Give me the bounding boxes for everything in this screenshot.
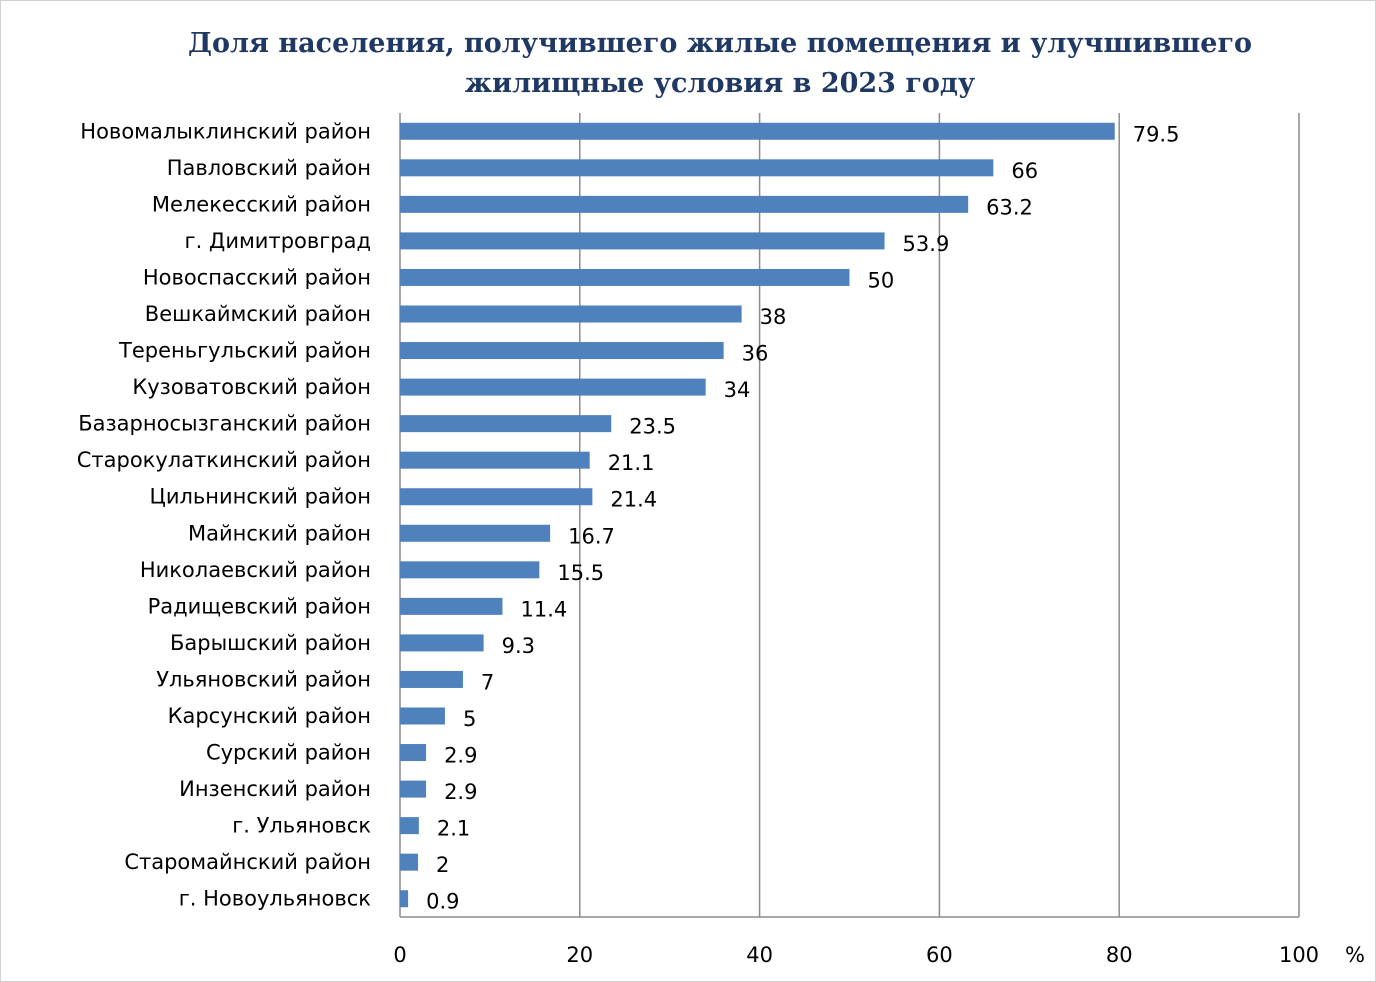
category-label: Павловский район — [167, 156, 371, 180]
category-label: Старокулаткинский район — [77, 448, 371, 472]
chart-title-line-1: Доля населения, получившего жилые помеще… — [187, 28, 1253, 59]
bar — [400, 744, 427, 762]
data-label: 50 — [868, 268, 895, 292]
category-label: Базарносызганский район — [78, 412, 371, 436]
data-label: 21.4 — [610, 488, 657, 512]
bar — [400, 780, 427, 798]
bar — [400, 268, 850, 286]
value-labels: 79.5 66 63.2 53.9 50 38 36 34 23.5 21.1 21.4 16.7 15… — [426, 122, 1179, 913]
bar — [400, 451, 590, 469]
data-label: 63.2 — [986, 195, 1033, 219]
x-tick-label: 80 — [1106, 943, 1133, 967]
bar — [400, 817, 419, 835]
category-label: Цильнинский район — [150, 485, 371, 509]
data-label: 2.9 — [444, 780, 477, 804]
bar — [400, 524, 551, 542]
category-label: Инзенский район — [179, 777, 371, 801]
data-label: 2.9 — [444, 744, 477, 768]
bars — [400, 122, 1115, 908]
category-label: Мелекесский район — [152, 192, 371, 216]
x-axis-ticks: 0 20 40 60 80 100 — [393, 943, 1319, 967]
bar — [400, 707, 445, 725]
bar — [400, 670, 463, 688]
bar — [400, 597, 503, 615]
category-label: Ульяновский район — [156, 667, 371, 691]
x-tick-label: 0 — [393, 943, 406, 967]
bar — [400, 122, 1115, 140]
bar — [400, 159, 994, 177]
data-label: 2 — [436, 853, 449, 877]
data-label: 21.1 — [608, 451, 655, 475]
category-label: Новоспасский район — [143, 265, 371, 289]
category-label: г. Ульяновск — [232, 814, 371, 838]
category-label: Сурский район — [206, 741, 371, 765]
data-label: 36 — [742, 342, 769, 366]
category-label: Николаевский район — [140, 558, 371, 582]
category-label: Карсунский район — [168, 704, 371, 728]
bar — [400, 415, 612, 433]
data-label: 16.7 — [568, 524, 615, 548]
x-tick-label: 20 — [566, 943, 593, 967]
chart-title-line-2: жилищные условия в 2023 году — [464, 68, 976, 99]
bar — [400, 232, 885, 250]
x-tick-label: 40 — [746, 943, 773, 967]
category-label: г. Димитровград — [185, 229, 371, 253]
data-label: 9.3 — [502, 634, 535, 658]
bar — [400, 305, 742, 323]
data-label: 2.1 — [437, 817, 470, 841]
bar — [400, 561, 540, 579]
x-axis-unit: % — [1345, 943, 1365, 967]
data-label: 7 — [481, 670, 494, 694]
category-label: г. Новоульяновск — [179, 887, 371, 911]
category-label: Радищевский район — [148, 594, 371, 618]
bar — [400, 342, 724, 360]
data-label: 11.4 — [520, 597, 567, 621]
category-label: Старомайнский район — [124, 850, 371, 874]
bar — [400, 378, 706, 396]
category-label: Вешкаймский район — [145, 302, 371, 326]
category-label: Кузоватовский район — [132, 375, 371, 399]
bar — [400, 634, 484, 652]
bar — [400, 195, 969, 213]
chart-title: Доля населения, получившего жилые помеще… — [110, 24, 1330, 104]
category-label: Майнский район — [188, 521, 371, 545]
x-tick-label: 60 — [926, 943, 953, 967]
bar — [400, 853, 418, 871]
data-label: 5 — [463, 707, 476, 731]
data-label: 38 — [760, 305, 787, 329]
data-label: 23.5 — [629, 415, 676, 439]
category-label: Новомалыклинский район — [80, 119, 371, 143]
data-label: 53.9 — [903, 232, 950, 256]
category-labels: Новомалыклинский район Павловский район Ме… — [77, 119, 371, 910]
x-tick-label: 100 — [1279, 943, 1319, 967]
bar — [400, 890, 409, 908]
data-label: 79.5 — [1133, 122, 1180, 146]
bar — [400, 488, 593, 506]
data-label: 66 — [1011, 159, 1038, 183]
data-label: 0.9 — [426, 890, 459, 914]
data-label: 34 — [724, 378, 751, 402]
category-label: Барышский район — [170, 631, 371, 655]
category-label: Тереньгульский район — [118, 339, 371, 363]
data-label: 15.5 — [557, 561, 604, 585]
